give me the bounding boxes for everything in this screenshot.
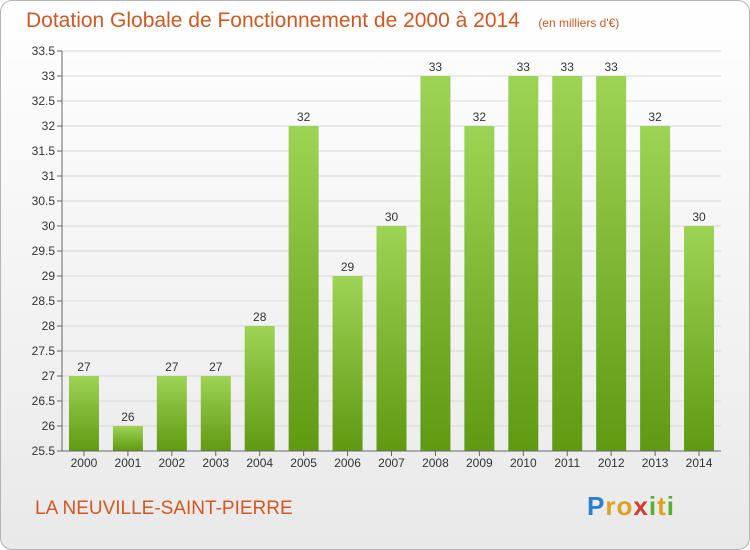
x-tick-label: 2013 (642, 456, 669, 470)
title-row: Dotation Globale de Fonctionnement de 20… (26, 9, 619, 33)
logo-letter: o (616, 491, 634, 521)
bar (508, 76, 539, 451)
y-tick-label: 33 (42, 69, 56, 83)
y-tick-label: 26 (42, 419, 56, 433)
chart-subtitle: (en milliers d'€) (538, 16, 620, 30)
y-tick-label: 27 (42, 369, 56, 383)
bar (288, 126, 319, 451)
data-label: 33 (517, 60, 531, 74)
x-tick-label: 2001 (115, 456, 142, 470)
y-tick-label: 30 (42, 219, 56, 233)
chart-title: Dotation Globale de Fonctionnement de 20… (26, 9, 520, 32)
bar (68, 376, 99, 451)
bar (552, 76, 583, 451)
y-tick-label: 28.5 (32, 294, 56, 308)
bar (640, 126, 671, 451)
logo-letter: x (633, 491, 649, 521)
x-tick-label: 2009 (466, 456, 493, 470)
axis-layer: 25.5 26 26.5 27 27.5 28 28.5 29 29.5 30 30.5 31 31.5… (32, 44, 721, 470)
y-tick-label: 27.5 (32, 344, 56, 358)
proxiti-logo: Proxiti (587, 491, 675, 522)
bar (244, 326, 275, 451)
data-label: 29 (341, 260, 355, 274)
logo-letter: P (587, 491, 606, 521)
x-tick-label: 2008 (422, 456, 449, 470)
data-label: 32 (297, 110, 311, 124)
data-label: 33 (604, 60, 618, 74)
bar (684, 226, 715, 451)
data-label: 32 (473, 110, 487, 124)
bar (464, 126, 495, 451)
commune-name: LA NEUVILLE-SAINT-PIERRE (35, 498, 293, 519)
data-label: 27 (77, 360, 91, 374)
data-label: 30 (692, 210, 706, 224)
x-tick-label: 2004 (246, 456, 273, 470)
x-tick-label: 2005 (290, 456, 317, 470)
y-tick-label: 26.5 (32, 394, 56, 408)
data-label: 26 (121, 410, 135, 424)
bar (376, 226, 407, 451)
data-label: 33 (429, 60, 443, 74)
data-label: 27 (209, 360, 223, 374)
x-tick-label: 2007 (378, 456, 405, 470)
logo-letter: i (648, 491, 658, 521)
x-tick-label: 2010 (510, 456, 537, 470)
data-label: 32 (648, 110, 662, 124)
label-layer: 27 26 27 27 28 32 29 30 33 32 33 33 33 32 30 (77, 60, 706, 424)
y-tick-label: 29 (42, 269, 56, 283)
bar (112, 426, 143, 451)
y-tick-label: 32 (42, 119, 56, 133)
data-label: 33 (561, 60, 575, 74)
x-tick-label: 2014 (686, 456, 713, 470)
y-tick-label: 31 (42, 169, 56, 183)
data-label: 28 (253, 310, 267, 324)
bar (596, 76, 627, 451)
y-tick-label: 32.5 (32, 94, 56, 108)
data-label: 30 (385, 210, 399, 224)
y-tick-label: 31.5 (32, 144, 56, 158)
x-tick-label: 2011 (554, 456, 580, 470)
y-tick-label: 28 (42, 319, 56, 333)
x-tick-label: 2000 (71, 456, 98, 470)
bar (156, 376, 187, 451)
x-tick-label: 2002 (158, 456, 185, 470)
data-label: 27 (165, 360, 179, 374)
logo-letter: i (666, 491, 675, 521)
logo-letter: r (605, 491, 617, 521)
bar (420, 76, 451, 451)
y-tick-label: 33.5 (32, 44, 56, 58)
bar-layer (68, 76, 715, 451)
bar (200, 376, 231, 451)
logo-letter: t (657, 491, 667, 521)
x-tick-label: 2012 (598, 456, 625, 470)
x-tick-label: 2003 (202, 456, 229, 470)
x-tick-label: 2006 (334, 456, 361, 470)
bar (332, 276, 363, 451)
y-tick-label: 25.5 (32, 444, 56, 458)
y-tick-label: 29.5 (32, 244, 56, 258)
y-tick-label: 30.5 (32, 194, 56, 208)
